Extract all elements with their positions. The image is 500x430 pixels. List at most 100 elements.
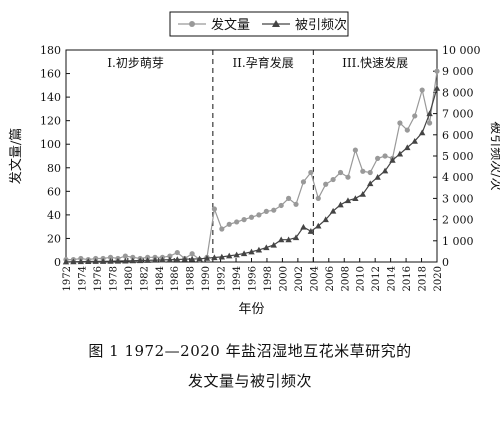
- data-point-publications: [130, 254, 136, 260]
- data-point-publications: [360, 168, 366, 174]
- data-point-citations: [285, 236, 292, 243]
- data-point-citations: [99, 258, 107, 264]
- data-point-publications: [256, 212, 262, 218]
- data-point-publications: [419, 87, 425, 93]
- data-point-citations: [92, 258, 99, 264]
- y-right-tick-label: 7 000: [442, 108, 474, 121]
- data-point-citations: [218, 253, 226, 260]
- data-point-publications: [404, 127, 410, 133]
- x-tick-label: 1988: [186, 266, 197, 291]
- y-left-tick-label: 100: [40, 138, 61, 151]
- data-point-publications: [352, 147, 358, 153]
- data-point-citations: [151, 256, 159, 263]
- plot-frame: [65, 49, 438, 263]
- x-tick-label: 2006: [325, 266, 336, 291]
- data-point-publications: [293, 201, 299, 207]
- data-point-citations: [159, 256, 166, 263]
- y-left-tick-label: 80: [47, 162, 61, 175]
- x-tick-label: 1990: [201, 266, 212, 291]
- data-point-citations: [129, 257, 136, 264]
- y-left-tick-label: 140: [40, 91, 61, 104]
- data-point-publications: [300, 179, 307, 185]
- y-right-tick-label: 1 000: [442, 235, 474, 248]
- data-point-citations: [181, 256, 188, 262]
- x-tick-label: 1998: [263, 266, 274, 291]
- y-right-axis-title: 被引频次/次: [488, 121, 500, 190]
- data-point-citations: [322, 216, 329, 223]
- x-tick-label: 1992: [217, 266, 228, 291]
- data-point-citations: [255, 246, 263, 253]
- data-point-publications: [278, 202, 284, 209]
- x-tick-label: 2000: [278, 266, 289, 291]
- series-line-publications: [66, 71, 438, 261]
- data-point-publications: [263, 208, 269, 214]
- data-point-publications: [286, 195, 292, 201]
- x-tick-label: 1996: [248, 266, 259, 291]
- data-point-publications: [367, 169, 373, 176]
- data-point-citations: [344, 197, 352, 204]
- data-point-publications: [234, 219, 240, 225]
- x-tick-label: 1972: [62, 266, 73, 291]
- y-left-tick-label: 20: [47, 232, 61, 245]
- data-point-publications: [397, 120, 403, 126]
- y-right-tick-label: 10 000: [442, 44, 481, 57]
- data-point-citations: [307, 228, 315, 234]
- x-tick-label: 2018: [418, 266, 429, 291]
- data-point-citations: [137, 257, 144, 264]
- data-point-citations: [203, 254, 211, 261]
- data-point-publications: [271, 207, 277, 213]
- y-left-axis-title: 发文量/篇: [8, 128, 24, 184]
- data-point-publications: [174, 249, 180, 256]
- x-tick-label: 2012: [371, 266, 382, 291]
- data-point-publications: [426, 120, 433, 126]
- data-point-publications: [382, 153, 388, 159]
- data-point-citations: [211, 254, 218, 261]
- figure-caption-line2: 发文量与被引频次: [187, 372, 312, 390]
- data-point-publications: [219, 226, 225, 232]
- data-point-publications: [308, 169, 314, 176]
- data-point-citations: [226, 252, 233, 259]
- legend-marker-citations: [272, 20, 280, 27]
- data-point-publications: [323, 181, 329, 187]
- y-left-tick-label: 60: [47, 185, 61, 198]
- y-right-tick-label: 3 000: [442, 192, 474, 205]
- data-point-publications: [330, 176, 336, 183]
- legend-label-citations: 被引频次: [295, 17, 347, 33]
- x-tick-label: 1994: [232, 266, 243, 291]
- y-right-tick-label: 6 000: [442, 129, 474, 142]
- y-left-tick-label: 40: [47, 209, 61, 222]
- data-point-publications: [241, 217, 247, 223]
- data-point-citations: [411, 137, 418, 144]
- x-tick-label: 1974: [77, 266, 88, 291]
- data-point-publications: [107, 254, 114, 260]
- data-point-citations: [381, 167, 389, 174]
- figure-caption-line1: 图 1 1972—2020 年盐沼湿地互花米草研究的: [88, 342, 412, 360]
- data-point-citations: [367, 180, 374, 187]
- y-left-tick-label: 160: [40, 68, 61, 81]
- y-left-tick-label: 0: [54, 256, 61, 269]
- data-point-citations: [418, 129, 426, 136]
- data-point-citations: [329, 207, 337, 214]
- y-left-tick-label: 180: [40, 44, 61, 57]
- data-point-citations: [374, 174, 381, 180]
- data-point-citations: [77, 258, 85, 265]
- data-point-publications: [345, 174, 351, 180]
- y-right-tick-label: 9 000: [442, 65, 474, 78]
- data-point-citations: [337, 201, 344, 208]
- data-point-citations: [174, 256, 181, 263]
- legend-label-publications: 发文量: [211, 17, 250, 33]
- x-axis-title: 年份: [238, 302, 264, 317]
- data-point-publications: [337, 169, 344, 176]
- data-point-publications: [412, 113, 418, 119]
- x-tick-label: 1984: [155, 266, 166, 291]
- data-point-citations: [426, 110, 433, 117]
- x-tick-label: 2004: [309, 266, 320, 291]
- y-right-tick-label: 4 000: [442, 171, 474, 184]
- data-point-publications: [211, 206, 217, 212]
- data-point-publications: [315, 195, 321, 201]
- data-point-citations: [248, 248, 255, 255]
- x-tick-label: 2014: [387, 266, 398, 291]
- phase-label: III.快速发展: [342, 55, 408, 70]
- chart: 0 20 40 60 80 100 120 140 160 180 0 1 000 2 000 3 000…: [8, 11, 500, 317]
- data-point-publications: [189, 251, 195, 257]
